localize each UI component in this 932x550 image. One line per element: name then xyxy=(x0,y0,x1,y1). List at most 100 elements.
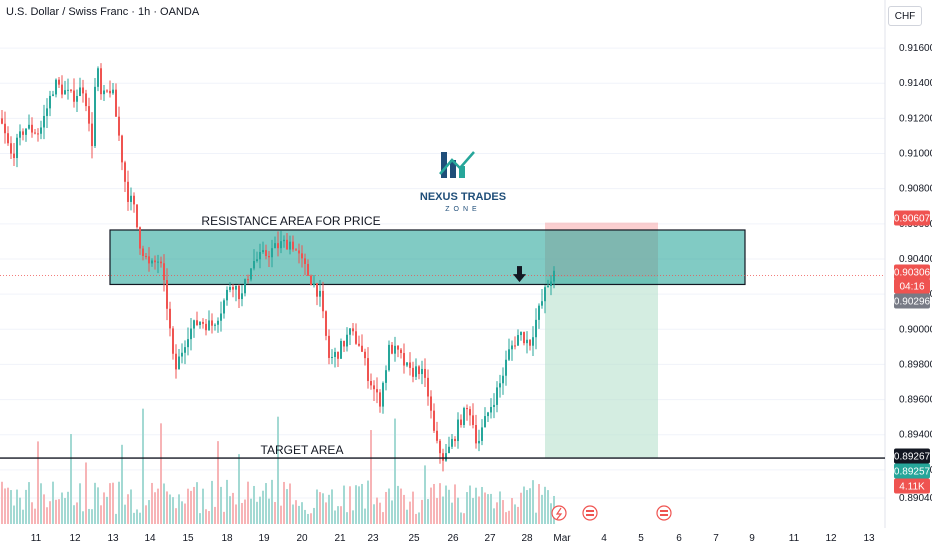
x-tick-label: 20 xyxy=(296,533,308,544)
volume-bar xyxy=(118,481,120,524)
volume-bar xyxy=(472,497,474,524)
candle-body xyxy=(307,263,309,276)
volume-bar xyxy=(394,418,396,524)
volume-bar xyxy=(493,508,495,524)
volume-bar xyxy=(265,483,267,524)
candle-body xyxy=(73,90,75,102)
volume-bar xyxy=(259,496,261,524)
volume-bar xyxy=(31,502,33,524)
symbol-title[interactable]: U.S. Dollar / Swiss Franc · 1h · OANDA xyxy=(6,6,200,18)
volume-bar xyxy=(388,488,390,524)
candle-body xyxy=(394,345,396,354)
price-axis[interactable]: 0.91600 0.91400 0.91200 0.91000 0.90800 0.906… xyxy=(894,43,932,504)
x-tick-label: 11 xyxy=(31,533,42,544)
candle-body xyxy=(82,87,84,94)
volume-bar xyxy=(469,485,471,524)
volume-bar xyxy=(325,502,327,524)
candle-body xyxy=(271,248,273,258)
volume-bar xyxy=(337,506,339,524)
price-badge-text: 0.90607 xyxy=(894,214,931,225)
volume-bar xyxy=(82,511,84,524)
candle-body xyxy=(169,308,171,329)
candle-body xyxy=(445,453,447,461)
volume-bar xyxy=(538,484,540,524)
x-tick-label: 12 xyxy=(69,533,81,544)
volume-bars xyxy=(1,408,555,524)
volume-bar xyxy=(271,479,273,524)
resistance-label: RESISTANCE AREA FOR PRICE xyxy=(201,214,380,228)
volume-bar xyxy=(445,485,447,524)
x-tick-label: 18 xyxy=(221,533,233,544)
candle-body xyxy=(232,286,234,290)
candle-body xyxy=(265,250,267,257)
volume-bar xyxy=(208,511,210,524)
volume-bar xyxy=(142,408,144,524)
y-tick-label: 0.91400 xyxy=(899,78,932,89)
us-flag-event-icon xyxy=(582,505,598,521)
volume-bar xyxy=(166,491,168,524)
volume-bar xyxy=(238,454,240,524)
candle-body xyxy=(346,334,348,347)
candle-body xyxy=(103,90,105,95)
candle-body xyxy=(199,321,201,325)
candle-body xyxy=(238,285,240,300)
volume-bar xyxy=(370,430,372,524)
volume-bar xyxy=(97,487,99,524)
candle-body xyxy=(433,410,435,431)
candle-body xyxy=(451,438,453,447)
candle-body xyxy=(328,335,330,358)
volume-bar xyxy=(502,500,504,524)
volume-bar xyxy=(187,488,189,524)
candle-body xyxy=(211,320,213,326)
candle-body xyxy=(493,404,495,408)
candle-body xyxy=(19,131,21,138)
candle-body xyxy=(511,345,513,350)
candle-body xyxy=(490,407,492,413)
candle-body xyxy=(133,195,135,205)
candle-body xyxy=(364,351,366,359)
candle-body xyxy=(247,279,249,281)
volume-bar xyxy=(496,502,498,524)
volume-bar xyxy=(379,502,381,524)
candle-body xyxy=(175,353,177,370)
volume-bar xyxy=(214,506,216,524)
time-axis[interactable]: 11 12 13 14 15 18 19 20 21 23 25 26 27 28 Mar 4 5 6 7 9 11 12… xyxy=(31,533,875,544)
volume-bar xyxy=(475,487,477,524)
volume-bar xyxy=(400,488,402,524)
candle-body xyxy=(292,241,294,250)
candle-body xyxy=(508,349,510,360)
candle-body xyxy=(373,385,375,390)
volume-bar xyxy=(466,492,468,524)
candle-body xyxy=(262,250,264,253)
candle-body xyxy=(139,227,141,249)
candle-body xyxy=(538,305,540,320)
volume-bar xyxy=(22,509,24,524)
currency-button[interactable]: CHF xyxy=(888,6,922,26)
volume-bar xyxy=(298,505,300,524)
candle-body xyxy=(118,116,120,136)
volume-bar xyxy=(28,482,30,524)
candle-body xyxy=(43,115,45,128)
candle-body xyxy=(145,255,147,257)
candle-body xyxy=(226,289,228,301)
candle-body xyxy=(436,430,438,441)
resistance-zone xyxy=(109,229,746,286)
candle-body xyxy=(250,268,252,280)
volume-bar xyxy=(541,494,543,524)
volume-bar xyxy=(526,490,528,524)
volume-bar xyxy=(76,502,78,524)
x-tick-label: Mar xyxy=(553,533,571,544)
volume-bar xyxy=(331,489,333,524)
candle-body xyxy=(7,133,9,144)
volume-bar xyxy=(19,497,21,524)
volume-bar xyxy=(487,494,489,524)
candle-body xyxy=(85,93,87,107)
volume-bar xyxy=(451,502,453,524)
candle-body xyxy=(124,162,126,182)
volume-bar xyxy=(196,482,198,524)
candle-body xyxy=(52,94,54,96)
candle-body xyxy=(301,253,303,259)
price-badge xyxy=(894,478,930,494)
volume-bar xyxy=(484,492,486,524)
